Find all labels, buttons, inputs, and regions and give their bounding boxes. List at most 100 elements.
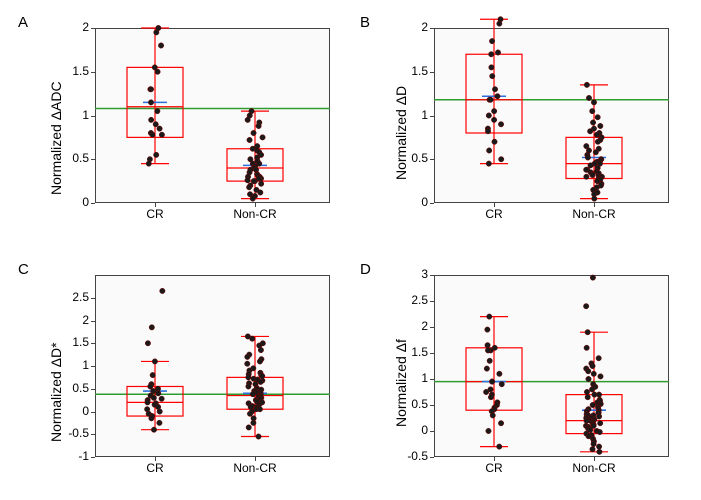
y-tick-label: 0 (82, 195, 89, 209)
data-point (489, 65, 494, 70)
data-point (148, 87, 153, 92)
data-point (497, 444, 502, 449)
data-point (495, 94, 500, 99)
data-point (155, 69, 160, 74)
data-point (485, 348, 490, 353)
data-point (486, 428, 491, 433)
panel-label-c: C (18, 261, 29, 278)
y-tick-label: 0.5 (411, 397, 428, 411)
data-point (596, 392, 601, 397)
x-tick-label: CR (459, 461, 529, 475)
data-point (258, 181, 263, 186)
data-point (590, 363, 595, 368)
x-tick-mark (494, 457, 495, 461)
data-point (151, 395, 156, 400)
x-tick-label: CR (459, 207, 529, 221)
data-point (145, 400, 150, 405)
data-point (246, 185, 251, 190)
data-point (596, 356, 601, 361)
data-point (250, 392, 255, 397)
data-point (487, 314, 492, 319)
data-point (152, 359, 157, 364)
data-point (584, 389, 589, 394)
x-tick-label: Non-CR (559, 461, 629, 475)
y-tick-label: 1 (82, 108, 89, 122)
data-point (159, 396, 164, 401)
data-point (247, 411, 252, 416)
x-tick-label: Non-CR (220, 461, 290, 475)
data-point (258, 347, 263, 352)
data-point (498, 421, 503, 426)
data-point (157, 126, 162, 131)
data-point (245, 178, 250, 183)
data-point (490, 73, 495, 78)
data-point (156, 391, 161, 396)
y-tick-label: 1.5 (72, 64, 89, 78)
y-axis-label-c: Normalized ΔD* (48, 342, 64, 442)
data-point (251, 420, 256, 425)
data-point (250, 336, 255, 341)
y-tick-label: 2 (82, 20, 89, 34)
data-point (586, 95, 591, 100)
data-point (246, 384, 251, 389)
data-point (256, 434, 261, 439)
x-tick-mark (594, 457, 595, 461)
y-tick-label: -1 (78, 449, 89, 463)
data-point (583, 304, 588, 309)
data-point (251, 130, 256, 135)
data-point (160, 288, 165, 293)
data-point (585, 330, 590, 335)
data-point (158, 43, 163, 48)
y-tick-label: 2 (421, 20, 428, 34)
data-point (246, 375, 251, 380)
y-tick-mark (430, 457, 434, 458)
data-point (155, 108, 160, 113)
data-point (590, 402, 595, 407)
data-point (145, 341, 150, 346)
data-point (585, 395, 590, 400)
data-point (492, 139, 497, 144)
boxplot-svg-a (95, 28, 330, 203)
data-point (499, 382, 504, 387)
data-point (260, 135, 265, 140)
y-tick-mark (91, 457, 95, 458)
data-point (486, 113, 491, 118)
data-point (146, 161, 151, 166)
data-point (245, 117, 250, 122)
data-point (490, 413, 495, 418)
data-point (597, 421, 602, 426)
data-point (585, 155, 590, 160)
data-point (250, 196, 255, 201)
data-point (497, 371, 502, 376)
y-tick-label: 1 (82, 358, 89, 372)
data-point (584, 174, 589, 179)
data-point (492, 87, 497, 92)
boxplot-svg-b (434, 28, 669, 203)
data-point (498, 122, 503, 127)
y-tick-label: 0.5 (72, 151, 89, 165)
x-tick-mark (255, 457, 256, 461)
data-point (257, 359, 262, 364)
data-point (491, 117, 496, 122)
data-point (584, 82, 589, 87)
y-tick-label: 2 (421, 319, 428, 333)
y-tick-label: 2.5 (72, 290, 89, 304)
data-point (483, 389, 488, 394)
data-point (486, 161, 491, 166)
data-point (246, 425, 251, 430)
data-point (485, 343, 490, 348)
x-tick-mark (155, 457, 156, 461)
x-tick-label: Non-CR (220, 207, 290, 221)
data-point (247, 137, 252, 142)
y-tick-label: 1.5 (411, 345, 428, 359)
data-point (245, 361, 250, 366)
y-tick-label: 1 (421, 371, 428, 385)
y-tick-label: 0 (421, 423, 428, 437)
data-point (584, 418, 589, 423)
data-point (598, 123, 603, 128)
data-point (495, 50, 500, 55)
data-point (595, 115, 600, 120)
data-point (597, 449, 602, 454)
data-point (485, 129, 490, 134)
data-point (586, 376, 591, 381)
